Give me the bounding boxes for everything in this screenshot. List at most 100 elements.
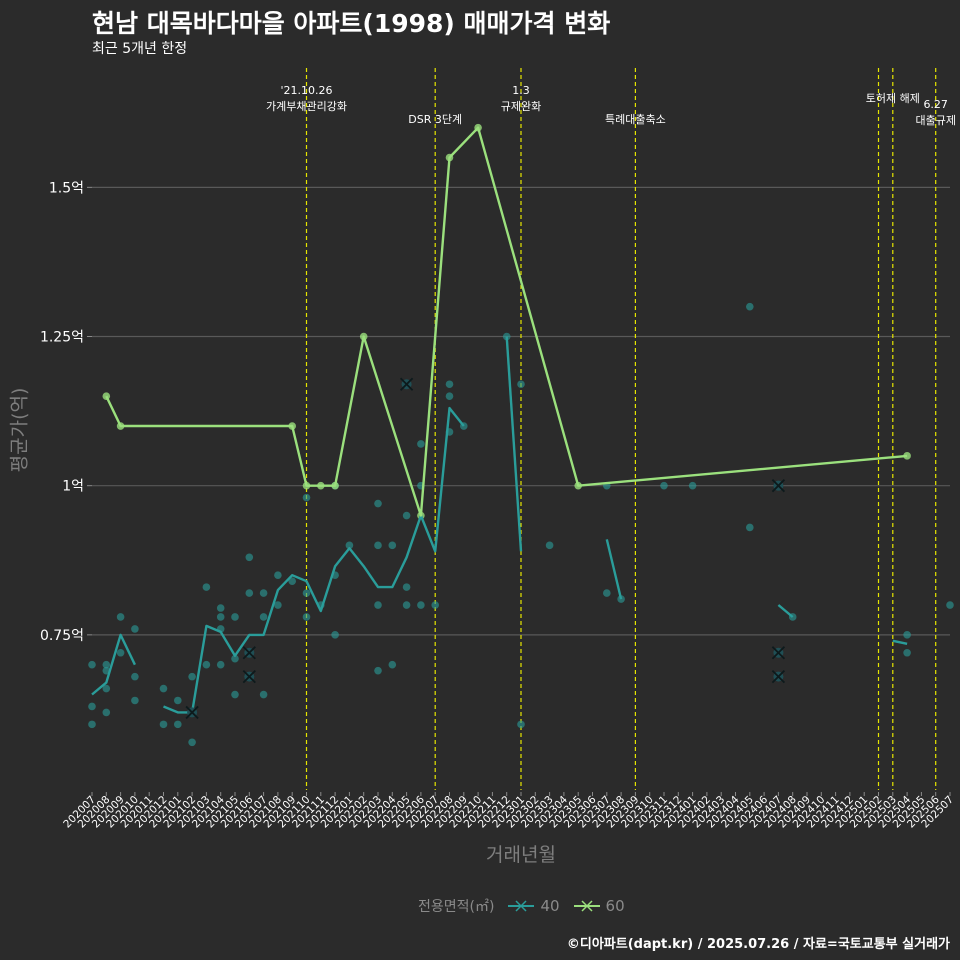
data-point-40	[259, 613, 268, 621]
series-line-60	[105, 126, 908, 517]
data-point-40	[517, 720, 525, 729]
data-point-40	[116, 613, 125, 621]
data-point-40	[445, 392, 454, 400]
data-point-40	[402, 511, 411, 520]
data-point-40	[688, 481, 697, 490]
policy-label: 규제완화	[501, 100, 541, 113]
legend-swatch-40	[508, 900, 535, 912]
data-point-40	[216, 613, 225, 621]
data-point-40	[131, 672, 139, 681]
data-point-40	[274, 601, 282, 609]
data-point-40	[231, 654, 239, 663]
policy-label: 대출규제	[915, 114, 955, 127]
series-line-40	[163, 406, 465, 714]
data-point-40	[374, 499, 382, 508]
y-tick-label: 1억	[62, 479, 84, 495]
data-point-40	[131, 696, 139, 705]
data-point-40	[374, 666, 382, 675]
legend-item-40: 40	[506, 897, 560, 915]
data-point-40	[946, 601, 954, 609]
data-point-40	[245, 553, 254, 562]
data-point-40	[274, 571, 282, 579]
data-point-40	[102, 684, 111, 693]
data-point-40	[231, 690, 239, 699]
y-axis-title: 평균가(억)	[8, 387, 31, 473]
policy-label: 토허제 해제	[866, 91, 920, 105]
legend-swatch-60	[573, 900, 600, 912]
data-point-40	[259, 690, 268, 699]
data-point-40	[188, 738, 196, 747]
data-point-40	[259, 589, 268, 597]
policy-label: 6.27	[923, 98, 948, 111]
data-point-60	[903, 452, 911, 460]
data-point-40	[388, 660, 397, 669]
data-point-40	[388, 541, 397, 550]
data-point-40	[174, 696, 182, 705]
data-point-40	[374, 541, 382, 550]
data-point-40	[746, 302, 754, 311]
data-point-40	[374, 601, 382, 609]
data-point-40	[345, 541, 354, 550]
data-point-40	[102, 660, 111, 669]
legend: 전용면적(㎡) 40 60	[418, 896, 625, 916]
data-point-40	[402, 601, 411, 609]
series-line-40	[777, 604, 794, 618]
data-point-40	[88, 720, 96, 729]
data-point-40	[431, 601, 440, 609]
data-point-40	[746, 523, 754, 532]
data-point-40	[517, 380, 525, 389]
data-point-40	[245, 589, 254, 597]
policy-label: DSR 3단계	[408, 113, 462, 126]
chart-subtitle: 최근 5개년 한정	[92, 41, 188, 57]
data-point-40	[159, 684, 168, 693]
data-point-40	[88, 702, 96, 711]
series-line-40	[91, 633, 136, 696]
data-point-40	[116, 648, 125, 657]
data-point-40	[903, 648, 911, 657]
cancelled-mark	[771, 669, 786, 684]
data-point-40	[603, 589, 611, 597]
data-point-40	[660, 481, 668, 490]
cancelled-mark	[242, 669, 256, 684]
chart-title: 현남 대목바다마을 아파트(1998) 매매가격 변화	[92, 9, 611, 38]
y-tick-label: 0.75억	[40, 628, 84, 644]
data-point-40	[445, 380, 454, 389]
data-point-40	[102, 708, 111, 717]
x-axis-title: 거래년월	[486, 844, 556, 866]
data-point-40	[331, 631, 339, 639]
policy-label: 1.3	[512, 84, 530, 97]
data-point-40	[159, 720, 168, 729]
data-point-40	[302, 613, 311, 621]
cancelled-mark	[185, 705, 199, 720]
data-point-40	[188, 672, 196, 681]
cancelled-mark	[242, 646, 256, 660]
data-point-40	[216, 604, 225, 612]
data-point-40	[131, 625, 139, 633]
data-point-40	[417, 601, 425, 609]
legend-title: 전용면적(㎡)	[418, 899, 495, 915]
data-point-40	[174, 720, 182, 729]
data-point-40	[288, 577, 297, 585]
data-point-40	[302, 589, 311, 597]
series-line-40	[605, 539, 623, 600]
cancelled-mark	[771, 646, 786, 660]
cancelled-mark	[399, 377, 414, 391]
legend-item-60: 60	[572, 897, 625, 915]
y-tick-label: 1.25억	[40, 330, 84, 346]
data-point-40	[302, 493, 311, 502]
data-point-40	[402, 583, 411, 591]
data-point-40	[202, 660, 211, 669]
y-tick-label: 1.5억	[49, 180, 84, 196]
policy-label: 특례대출축소	[605, 113, 666, 126]
legend-label-60: 60	[605, 897, 625, 915]
series-line-40	[505, 336, 523, 552]
policy-label: '21.10.26	[280, 84, 332, 97]
data-point-40	[417, 440, 425, 448]
data-point-40	[545, 541, 554, 550]
cancelled-mark	[771, 479, 786, 493]
data-point-40	[903, 631, 911, 639]
data-point-40	[88, 660, 96, 669]
series-line-40	[892, 639, 908, 645]
policy-label: 가계부채관리강화	[266, 100, 347, 113]
